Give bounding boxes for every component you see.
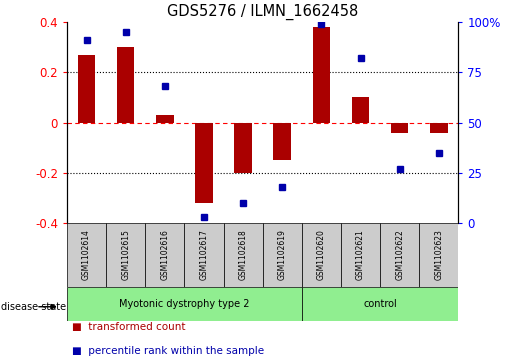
Bar	[78, 54, 95, 122]
Bar	[106, 223, 145, 287]
Bar	[195, 122, 213, 203]
Bar	[352, 97, 369, 122]
Bar	[341, 223, 380, 287]
Text: GSM1102621: GSM1102621	[356, 230, 365, 280]
Text: GSM1102619: GSM1102619	[278, 229, 287, 281]
Bar	[302, 287, 458, 321]
Bar	[313, 27, 330, 122]
Bar	[117, 47, 134, 122]
Bar	[263, 223, 302, 287]
Text: ■  percentile rank within the sample: ■ percentile rank within the sample	[72, 346, 264, 356]
Title: GDS5276 / ILMN_1662458: GDS5276 / ILMN_1662458	[167, 4, 358, 20]
Bar	[145, 223, 184, 287]
Bar	[430, 122, 448, 132]
Bar	[184, 223, 224, 287]
Text: Myotonic dystrophy type 2: Myotonic dystrophy type 2	[119, 299, 250, 309]
Bar	[67, 223, 106, 287]
Text: disease state: disease state	[1, 302, 65, 312]
Bar	[224, 223, 263, 287]
Bar	[67, 287, 302, 321]
Bar	[419, 223, 458, 287]
Bar	[391, 122, 408, 132]
Text: GSM1102618: GSM1102618	[238, 230, 248, 280]
Bar	[234, 122, 252, 173]
Text: control: control	[363, 299, 397, 309]
Text: GSM1102622: GSM1102622	[395, 230, 404, 280]
Bar	[273, 122, 291, 160]
Text: GSM1102614: GSM1102614	[82, 229, 91, 281]
Text: GSM1102623: GSM1102623	[434, 229, 443, 281]
Bar	[156, 115, 174, 122]
Text: GSM1102620: GSM1102620	[317, 229, 326, 281]
Text: GSM1102617: GSM1102617	[199, 229, 209, 281]
Bar	[302, 223, 341, 287]
Text: GSM1102616: GSM1102616	[160, 229, 169, 281]
Text: ■  transformed count: ■ transformed count	[72, 322, 185, 332]
Text: GSM1102615: GSM1102615	[121, 229, 130, 281]
Bar	[380, 223, 419, 287]
